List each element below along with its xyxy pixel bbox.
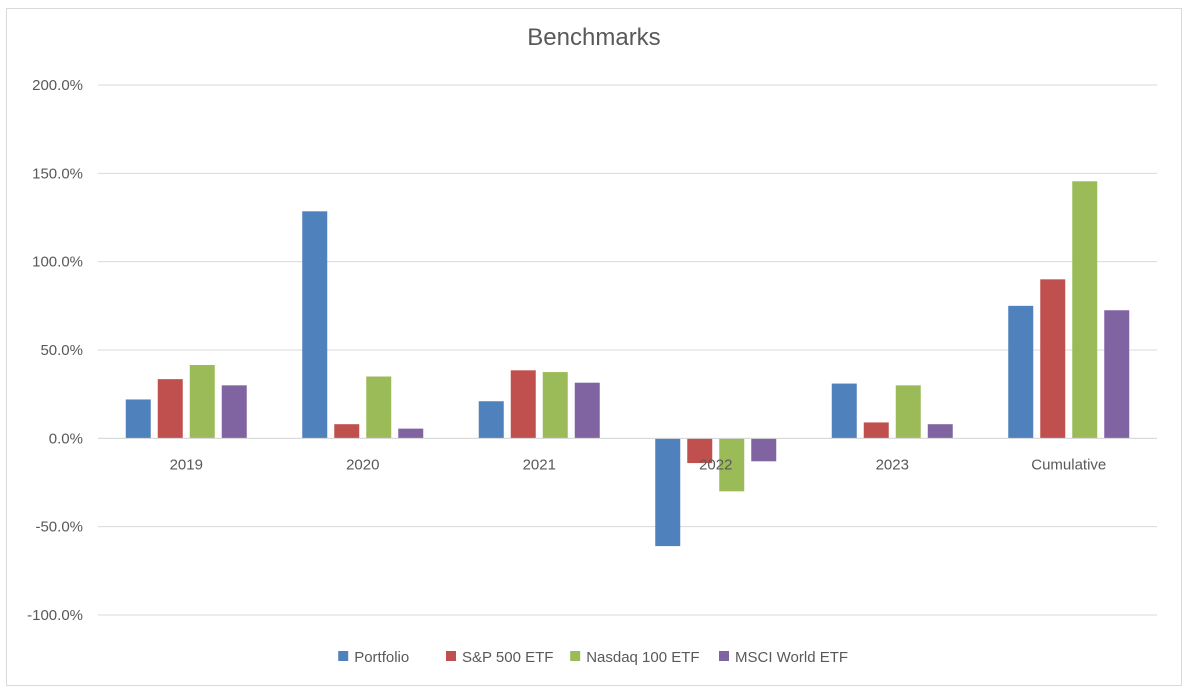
bar [927, 424, 953, 439]
legend-swatch [570, 651, 581, 661]
legend-label: MSCI World ETF [735, 649, 848, 666]
y-tick-label: 0.0% [49, 430, 83, 447]
bar [157, 379, 183, 439]
bar [1040, 279, 1066, 439]
legend-label: Portfolio [354, 649, 409, 666]
x-category-label: 2019 [170, 456, 203, 473]
bar [719, 438, 745, 492]
legend-label: S&P 500 ETF [462, 649, 553, 666]
bar [895, 385, 921, 439]
bar [655, 438, 681, 547]
chart-title: Benchmarks [527, 24, 661, 51]
bar [125, 399, 151, 439]
bar [302, 211, 328, 439]
y-tick-label: 50.0% [40, 342, 83, 359]
bar [574, 382, 600, 439]
bar [542, 372, 568, 439]
legend-label: Nasdaq 100 ETF [586, 649, 699, 666]
bar [189, 365, 215, 439]
bar [366, 376, 392, 439]
y-tick-label: 150.0% [32, 165, 83, 182]
bar [510, 370, 536, 439]
legend-swatch [338, 651, 349, 661]
bar [751, 438, 777, 462]
x-category-label: 2020 [346, 456, 379, 473]
bar [863, 422, 889, 439]
x-category-label: Cumulative [1031, 456, 1106, 473]
x-category-label: 2021 [523, 456, 556, 473]
y-tick-label: -50.0% [35, 519, 83, 536]
bar [687, 438, 713, 464]
bar [478, 401, 504, 439]
y-tick-label: -100.0% [27, 607, 83, 624]
x-category-label: 2023 [876, 456, 909, 473]
x-category-label: 2022 [699, 456, 732, 473]
y-tick-label: 100.0% [32, 254, 83, 271]
bar [1008, 305, 1034, 439]
legend-swatch [719, 651, 729, 661]
bar [1072, 181, 1098, 439]
legend-swatch [446, 651, 456, 661]
bar [831, 383, 857, 439]
bar [1104, 310, 1130, 439]
chart-frame [6, 8, 1182, 686]
y-tick-label: 200.0% [32, 77, 83, 94]
bar [334, 424, 360, 439]
bar [398, 428, 424, 439]
bar [221, 385, 247, 439]
